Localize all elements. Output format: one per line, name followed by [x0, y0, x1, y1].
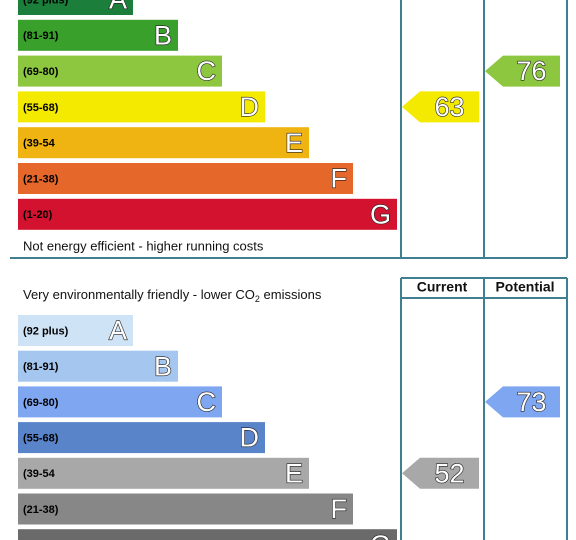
rating-arrow	[402, 91, 479, 123]
band-range: (21-38)	[23, 504, 59, 516]
band-bar	[18, 0, 133, 15]
title-main: Very environmentally friendly - lower CO	[23, 287, 255, 302]
band-letter: E	[285, 128, 303, 158]
band-bar	[18, 55, 222, 87]
band-range: (1-20)	[23, 209, 53, 221]
header-current: Current	[417, 279, 468, 295]
band-range: (81-91)	[23, 361, 59, 373]
rating-arrow	[402, 457, 479, 489]
band-letter: G	[370, 199, 391, 229]
panel-title: Very environmentally friendly - lower CO…	[23, 287, 322, 304]
rating-arrow	[485, 55, 560, 87]
band-letter: B	[154, 20, 172, 50]
band-range: (92 plus)	[23, 325, 69, 337]
band-range: (39-54	[23, 138, 56, 150]
band-range: (81-91)	[23, 30, 59, 42]
band-bar	[18, 127, 309, 159]
band-range: (39-54	[23, 468, 56, 480]
band-range: (69-80)	[23, 66, 59, 78]
band-range: (55-68)	[23, 102, 59, 114]
band-range: (55-68)	[23, 433, 59, 445]
footer-text: Not energy efficient - higher running co…	[23, 238, 264, 253]
band-range: (92 plus)	[23, 0, 69, 6]
band-letter: D	[240, 423, 260, 453]
rating-value: 52	[434, 458, 464, 488]
band-letter: G	[370, 530, 391, 540]
rating-value: 76	[516, 56, 546, 86]
band-bar	[18, 422, 265, 454]
band-bar	[18, 198, 397, 230]
band-bar	[18, 386, 222, 418]
band-letter: E	[285, 458, 303, 488]
band-letter: F	[331, 164, 348, 194]
band-bar	[18, 493, 353, 525]
band-letter: C	[197, 387, 217, 417]
title-end: emissions	[260, 287, 322, 302]
band-range: (69-80)	[23, 397, 59, 409]
band-letter: B	[154, 351, 172, 381]
header-potential: Potential	[495, 279, 554, 295]
band-bar	[18, 529, 397, 540]
title-sub: 2	[255, 294, 260, 304]
band-bar	[18, 350, 178, 382]
band-letter: C	[197, 56, 217, 86]
band-bar	[18, 163, 353, 194]
rating-value: 63	[434, 92, 464, 122]
band-letter: A	[109, 0, 127, 15]
band-letter: F	[331, 494, 348, 524]
band-bar	[18, 457, 309, 489]
band-bar	[18, 315, 133, 346]
band-bar	[18, 19, 178, 51]
band-range: (21-38)	[23, 173, 59, 185]
band-letter: D	[240, 92, 260, 122]
rating-value: 73	[516, 387, 546, 417]
band-letter: A	[109, 316, 127, 346]
rating-arrow	[485, 386, 560, 418]
band-bar	[18, 91, 265, 123]
